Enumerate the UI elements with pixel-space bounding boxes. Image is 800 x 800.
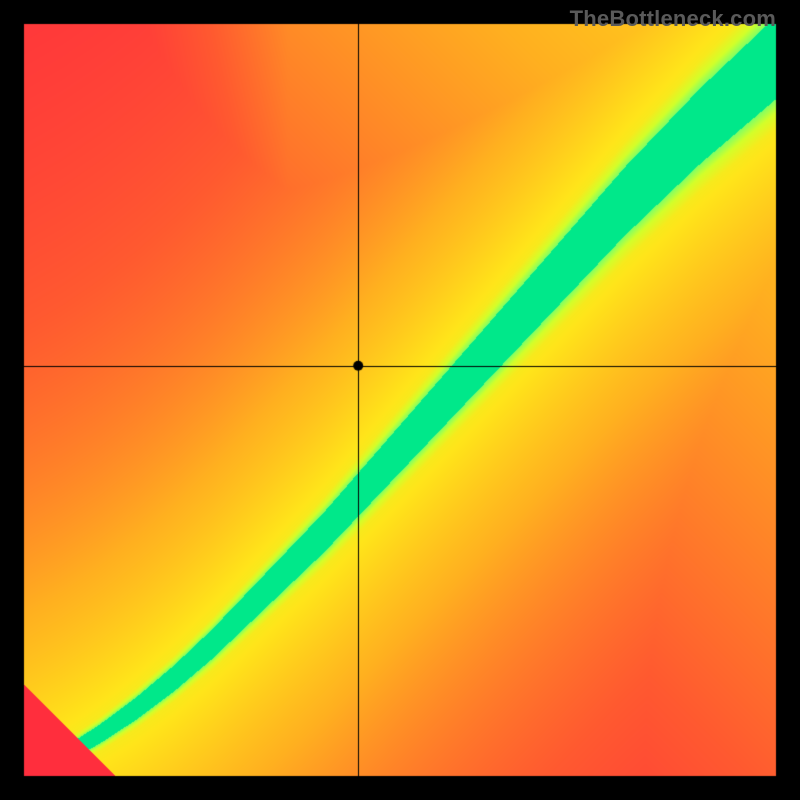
heatmap-chart [0, 0, 800, 800]
watermark-text: TheBottleneck.com [570, 6, 776, 32]
chart-container: TheBottleneck.com [0, 0, 800, 800]
